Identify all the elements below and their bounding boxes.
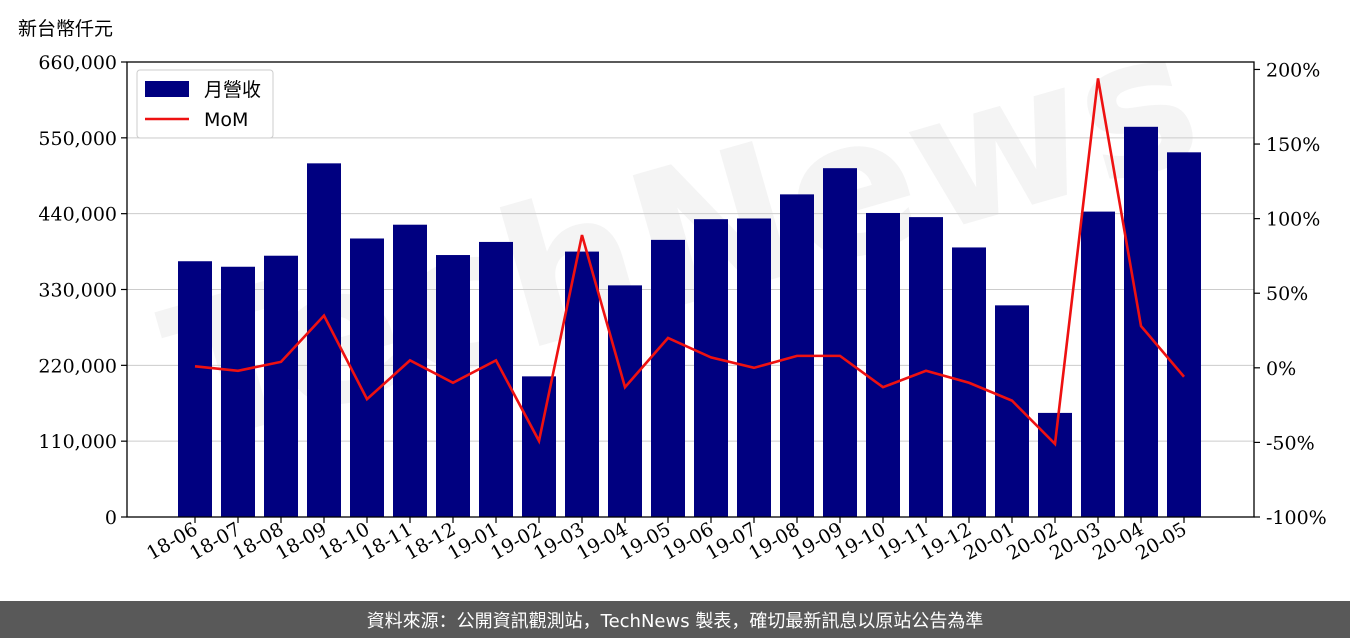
bar-18-07 xyxy=(221,266,255,517)
bar-20-03 xyxy=(1081,211,1115,517)
right-tick-label: 0% xyxy=(1266,358,1296,380)
x-tick-label-20-05: 20-05 xyxy=(1132,518,1190,564)
legend-label-revenue: 月營收 xyxy=(204,79,261,101)
bar-19-04 xyxy=(608,285,642,517)
footer-source-note: 資料來源：公開資訊觀測站，TechNews 製表，確切最新訊息以原站公告為準 xyxy=(0,601,1350,638)
bar-19-02 xyxy=(522,376,556,517)
left-tick-label: 110,000 xyxy=(38,431,117,453)
left-tick-label: 660,000 xyxy=(38,52,117,74)
bar-19-06 xyxy=(694,219,728,517)
bar-19-11 xyxy=(909,217,943,517)
left-tick-label: 440,000 xyxy=(38,204,117,226)
bar-18-06 xyxy=(178,261,212,517)
legend-bar-swatch xyxy=(145,81,189,97)
right-tick-label: 100% xyxy=(1266,209,1320,231)
bar-18-12 xyxy=(436,255,470,517)
mom-line xyxy=(194,78,1185,447)
legend: 月營收 MoM xyxy=(136,69,274,139)
right-tick-label: 150% xyxy=(1266,134,1320,156)
left-tick-label: 0 xyxy=(105,507,117,529)
bar-20-02 xyxy=(1038,412,1072,517)
footer-text: 資料來源：公開資訊觀測站，TechNews 製表，確切最新訊息以原站公告為準 xyxy=(366,610,984,632)
left-tick-label: 220,000 xyxy=(38,355,117,377)
legend-label-mom: MoM xyxy=(204,109,248,131)
bar-19-03 xyxy=(565,251,599,518)
mom-series xyxy=(194,78,1185,447)
revenue-chart: TechNews 0110,000220,000330,000440,00055… xyxy=(38,0,1327,565)
bar-19-10 xyxy=(866,212,900,517)
right-tick-label: 50% xyxy=(1266,283,1308,305)
right-tick-label: 200% xyxy=(1266,59,1320,81)
bar-20-05 xyxy=(1167,152,1201,517)
left-tick-label: 550,000 xyxy=(38,128,117,150)
bar-19-05 xyxy=(651,239,685,517)
bar-18-08 xyxy=(264,255,298,517)
left-tick-label: 330,000 xyxy=(38,280,117,302)
unit-label: 新台幣仟元 xyxy=(18,18,114,40)
right-tick-label: -100% xyxy=(1266,507,1327,529)
bar-series xyxy=(178,126,1201,518)
bar-19-09 xyxy=(823,168,857,517)
bar-19-01 xyxy=(479,241,513,517)
right-tick-label: -50% xyxy=(1266,432,1315,454)
